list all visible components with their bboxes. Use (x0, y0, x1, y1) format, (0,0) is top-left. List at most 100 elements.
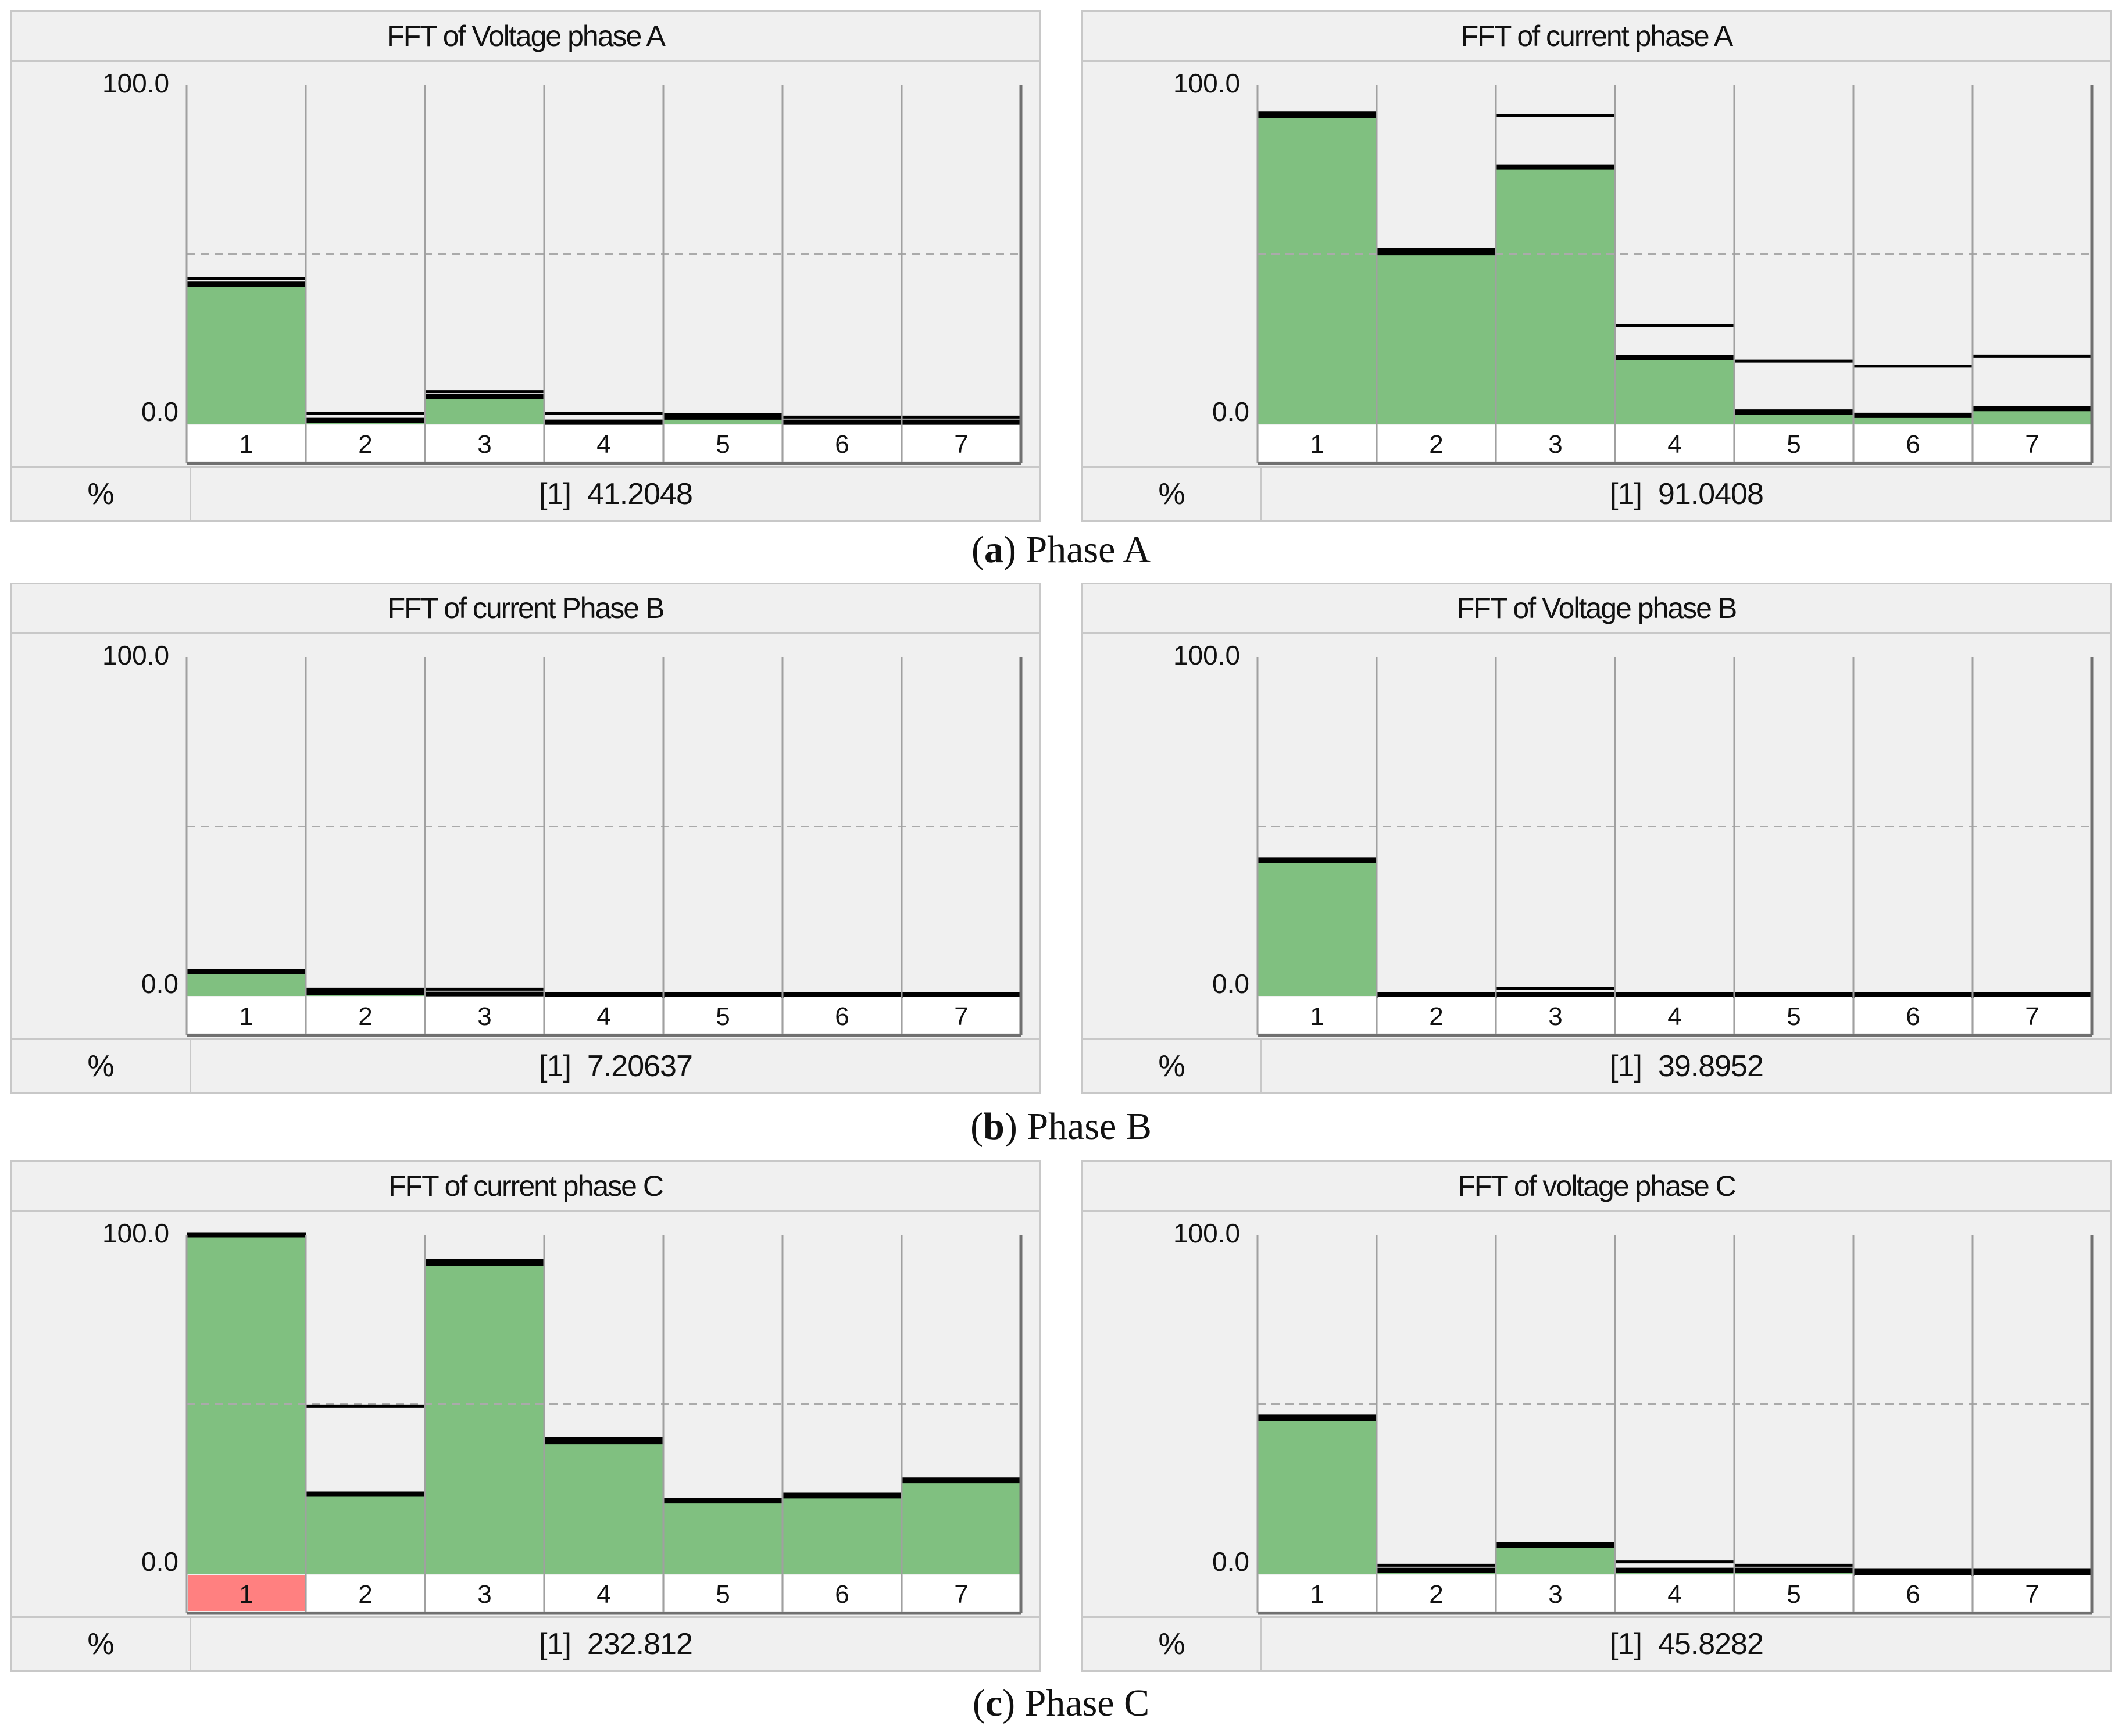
caption-letter: c (985, 1682, 1003, 1724)
y-tick-bottom: 0.0 (141, 1546, 178, 1577)
plot-background (1258, 1235, 2092, 1613)
bin-cell-2 (1378, 425, 1495, 461)
bin-cell-1 (1259, 425, 1376, 461)
y-tick-bottom: 0.0 (1212, 397, 1249, 427)
plot-background (187, 85, 1021, 463)
bin-cell-6 (784, 1575, 901, 1611)
bar-1 (1258, 115, 1377, 424)
bin-cell-5 (665, 425, 781, 461)
plot-background (1258, 657, 2092, 1035)
bin-label-1: 1 (1310, 1580, 1324, 1609)
unit-label: % (1083, 1040, 1262, 1092)
readout-index: [1] (1610, 477, 1642, 511)
bin-cell-1 (1259, 997, 1376, 1033)
bar-3 (1496, 1545, 1615, 1574)
readout-value: 91.0408 (1657, 477, 1764, 511)
bin-label-6: 6 (835, 1002, 849, 1031)
unit-label: % (1083, 468, 1262, 520)
bar-4 (1615, 358, 1734, 424)
readout-bar: % [1] 39.8952 (1083, 1038, 2110, 1092)
readout-bar: % [1] 45.8282 (1083, 1616, 2110, 1670)
unit-label: % (1083, 1618, 1262, 1670)
bin-cell-1 (1259, 1575, 1376, 1611)
bin-cell-5 (665, 1575, 781, 1611)
bin-cell-6 (1855, 425, 1971, 461)
readout-bar: % [1] 41.2048 (12, 466, 1039, 520)
caption-text: Phase C (1024, 1682, 1150, 1724)
bin-cell-3 (426, 425, 543, 461)
fft-panel-current-b: FFT of current Phase B 100.0 0.0 1 2 3 4 5 6 7… (10, 583, 1041, 1094)
bin-label-1: 1 (1310, 430, 1324, 459)
bin-label-1: 1 (1310, 1002, 1324, 1031)
bar-4 (544, 1441, 663, 1574)
bar-6 (783, 1495, 902, 1574)
bar-3 (425, 397, 544, 424)
bin-cell-4 (1616, 425, 1733, 461)
bin-label-3: 3 (477, 1580, 491, 1609)
caption-phase-c: (c) Phase C (972, 1682, 1150, 1724)
readout-field[interactable]: [1] 45.8282 (1263, 1618, 2110, 1670)
panel-title: FFT of current Phase B (12, 584, 1039, 634)
plot-area: 100.0 0.0 1 2 3 4 5 6 7 (1083, 634, 2110, 1041)
bin-cell-4 (1616, 997, 1733, 1033)
y-tick-top: 100.0 (102, 68, 170, 98)
readout-field[interactable]: [1] 39.8952 (1263, 1040, 2110, 1092)
fft-chart-current-a: 1 2 3 4 5 6 7 (1256, 85, 2094, 465)
bin-cell-3 (1497, 1575, 1614, 1611)
unit-label: % (12, 1040, 191, 1092)
bin-cell-3 (426, 997, 543, 1033)
bin-cell-2 (307, 997, 424, 1033)
bin-label-5: 5 (1787, 1002, 1801, 1031)
fft-chart-voltage-c: 1 2 3 4 5 6 7 (1256, 1235, 2094, 1615)
readout-index: [1] (539, 477, 571, 511)
bin-label-6: 6 (835, 430, 849, 459)
readout-field[interactable]: [1] 91.0408 (1263, 468, 2110, 520)
unit-label: % (12, 468, 191, 520)
panel-title: FFT of Voltage phase B (1083, 584, 2110, 634)
bin-cell-3 (1497, 997, 1614, 1033)
bin-cell-3 (1497, 425, 1614, 461)
bin-cell-3 (426, 1575, 543, 1611)
bin-cell-6 (784, 997, 901, 1033)
bin-label-4: 4 (1667, 1002, 1681, 1031)
y-tick-top: 100.0 (102, 1218, 170, 1248)
bin-cell-7 (903, 997, 1020, 1033)
bin-cell-2 (1378, 1575, 1495, 1611)
bin-label-3: 3 (477, 430, 491, 459)
bin-label-2: 2 (358, 1002, 372, 1031)
bin-label-1: 1 (239, 1002, 253, 1031)
readout-field[interactable]: [1] 7.20637 (192, 1040, 1039, 1092)
bar-3 (425, 1263, 544, 1574)
caption-text: Phase B (1027, 1105, 1152, 1148)
fft-chart-voltage-b: 1 2 3 4 5 6 7 (1256, 657, 2094, 1037)
fft-panel-voltage-a: FFT of Voltage phase A 100.0 0.0 1 2 3 4 5 6 7… (10, 10, 1041, 522)
panel-title: FFT of current phase A (1083, 12, 2110, 62)
readout-field[interactable]: [1] 41.2048 (192, 468, 1039, 520)
panel-title: FFT of voltage phase C (1083, 1162, 2110, 1212)
y-tick-top: 100.0 (1173, 68, 1241, 98)
bin-label-5: 5 (716, 430, 730, 459)
panel-title: FFT of current phase C (12, 1162, 1039, 1212)
bin-label-7: 7 (2025, 1580, 2039, 1609)
readout-value: 232.812 (587, 1627, 693, 1661)
bin-cell-7 (1974, 425, 2091, 461)
readout-field[interactable]: [1] 232.812 (192, 1618, 1039, 1670)
y-tick-bottom: 0.0 (1212, 969, 1249, 999)
bin-label-5: 5 (1787, 430, 1801, 459)
bin-label-1: 1 (239, 430, 253, 459)
bin-cell-1 (188, 425, 305, 461)
bar-3 (1496, 167, 1615, 424)
bin-cell-4 (545, 997, 662, 1033)
y-tick-top: 100.0 (102, 640, 170, 670)
unit-label: % (12, 1618, 191, 1670)
bin-cell-5 (1735, 425, 1852, 461)
fft-panel-voltage-b: FFT of Voltage phase B 100.0 0.0 1 2 3 4 5 6 7… (1081, 583, 2112, 1094)
bin-label-2: 2 (1429, 1580, 1443, 1609)
bar-5 (663, 1501, 783, 1574)
bin-label-7: 7 (2025, 1002, 2039, 1031)
readout-value: 39.8952 (1657, 1049, 1764, 1083)
bin-label-4: 4 (1667, 1580, 1681, 1609)
bin-label-1: 1 (239, 1580, 253, 1609)
caption-phase-b: (b) Phase B (970, 1105, 1152, 1148)
bar-1 (187, 971, 306, 996)
